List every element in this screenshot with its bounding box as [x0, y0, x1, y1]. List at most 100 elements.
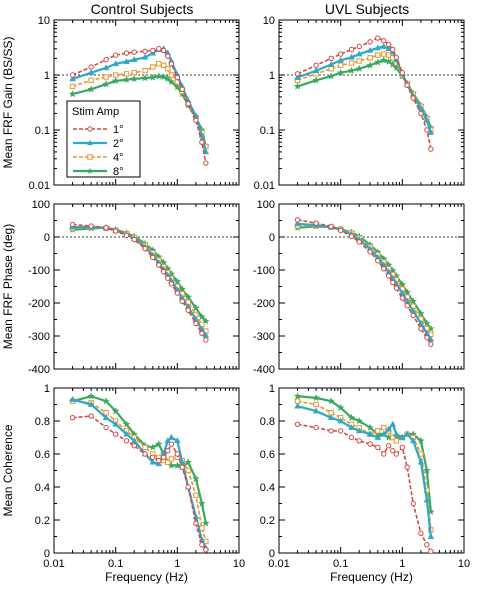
- legend-title: Stim Amp: [72, 106, 119, 118]
- data-point: [366, 61, 375, 69]
- legend-label: 4°: [113, 152, 124, 164]
- data-point: [422, 319, 431, 327]
- data-point: [87, 400, 95, 407]
- data-point: [381, 265, 387, 272]
- data-point: [167, 77, 176, 86]
- data-point: [428, 146, 434, 152]
- data-point: [385, 52, 392, 58]
- data-point: [130, 74, 139, 83]
- data-point: [185, 484, 191, 490]
- data-point: [424, 334, 430, 341]
- data-point: [130, 437, 138, 444]
- data-point: [168, 281, 175, 287]
- data-point: [355, 416, 364, 425]
- data-point: [131, 70, 137, 76]
- data-point: [423, 496, 431, 503]
- plot-frame: [53, 203, 240, 370]
- plot-frame: [278, 203, 465, 370]
- data-point: [313, 424, 319, 431]
- data-point: [160, 47, 167, 54]
- data-point: [293, 392, 302, 400]
- data-point: [102, 397, 111, 405]
- data-point: [122, 75, 131, 84]
- series-4: [68, 392, 210, 527]
- y-tick-label: 0.6: [35, 449, 50, 461]
- x-tick-label: 0.1: [108, 558, 123, 570]
- data-point: [385, 443, 392, 449]
- data-point: [149, 458, 157, 465]
- data-point: [203, 547, 209, 553]
- series-line: [72, 395, 207, 524]
- series-2: [294, 220, 435, 342]
- y-tick-label: 10: [263, 15, 275, 27]
- data-point: [87, 85, 96, 93]
- data-point: [201, 317, 210, 325]
- data-point: [193, 492, 199, 498]
- legend-box: [66, 100, 141, 178]
- y-tick-label: 100: [257, 199, 275, 211]
- data-point: [366, 46, 374, 53]
- data-point: [348, 60, 355, 66]
- data-point: [174, 290, 181, 296]
- data-point: [68, 89, 77, 98]
- data-point: [179, 298, 185, 305]
- x-tick-label: 1: [174, 558, 180, 570]
- data-point: [312, 67, 320, 73]
- y-tick-label: 0.2: [260, 515, 275, 527]
- data-point: [423, 116, 431, 123]
- data-point: [399, 70, 406, 76]
- data-point: [409, 437, 417, 444]
- data-point: [69, 395, 76, 402]
- legend-label: 1°: [113, 124, 124, 136]
- data-point: [199, 139, 205, 145]
- y-tick-label: 0.4: [35, 482, 50, 494]
- data-point: [381, 38, 387, 44]
- data-point: [399, 444, 406, 451]
- data-point: [418, 110, 424, 117]
- series-2: [294, 402, 435, 539]
- data-point: [165, 66, 171, 72]
- plot-frame: [278, 387, 465, 554]
- data-point: [111, 406, 120, 415]
- data-point: [87, 392, 96, 400]
- x-tick-label: 10: [458, 558, 470, 570]
- data-point: [123, 57, 130, 64]
- y-tick-label: 0: [44, 548, 50, 560]
- data-point: [103, 225, 109, 231]
- data-point: [367, 441, 373, 447]
- data-point: [148, 73, 157, 81]
- data-point: [199, 330, 205, 337]
- series-line: [297, 224, 432, 335]
- data-point: [185, 307, 191, 313]
- data-point: [390, 279, 396, 286]
- y-tick-label: 0: [269, 548, 275, 560]
- x-tick-label: 1: [399, 558, 405, 570]
- data-point: [428, 341, 434, 347]
- data-point: [374, 44, 382, 51]
- data-point: [380, 430, 388, 437]
- data-point: [193, 117, 199, 124]
- data-point: [375, 428, 381, 434]
- data-point: [88, 77, 94, 84]
- data-point: [294, 402, 301, 409]
- data-point: [294, 220, 301, 227]
- data-point: [337, 417, 344, 424]
- legend-marker: [87, 139, 93, 146]
- data-point: [156, 457, 162, 464]
- data-point: [203, 337, 209, 343]
- data-point: [313, 220, 319, 226]
- data-point: [103, 424, 109, 431]
- data-point: [366, 430, 374, 437]
- data-point: [337, 227, 344, 234]
- data-point: [122, 420, 131, 428]
- y-tick-label: 10: [38, 15, 50, 27]
- data-point: [155, 460, 163, 467]
- data-point: [88, 223, 94, 229]
- data-point: [165, 275, 171, 281]
- data-point: [141, 73, 150, 82]
- data-point: [336, 68, 345, 77]
- data-point: [404, 302, 410, 309]
- data-point: [380, 42, 388, 49]
- data-point: [381, 424, 387, 431]
